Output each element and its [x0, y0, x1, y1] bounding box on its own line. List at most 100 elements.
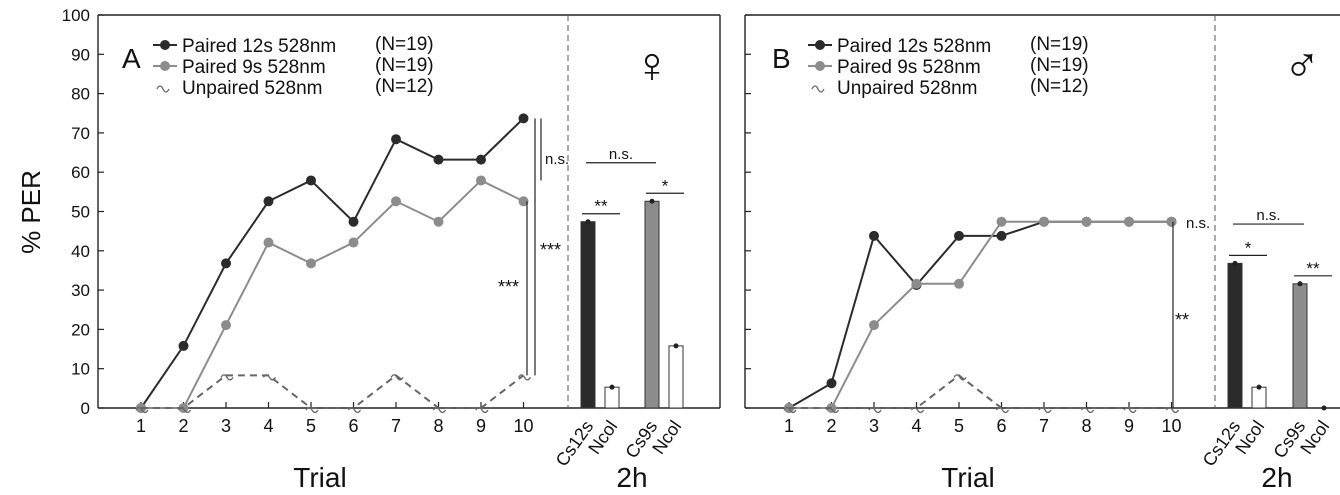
x-tick-label: 9 — [1124, 416, 1134, 436]
bar-ns-label: n.s. — [1256, 207, 1280, 224]
unpaired-marker — [390, 374, 404, 381]
y-tick-label: 0 — [81, 399, 90, 418]
unpaired-marker — [220, 374, 234, 381]
data-point — [996, 216, 1007, 227]
x-tick-label: 10 — [1161, 416, 1181, 436]
bar-ns-label: n.s. — [609, 146, 633, 163]
panel-a-bars-group-title: 2h — [616, 462, 647, 493]
bar-point — [649, 198, 655, 204]
unpaired-marker — [432, 406, 447, 414]
bar-category-label: Ncol — [1296, 417, 1333, 458]
data-point — [954, 230, 964, 241]
data-point — [954, 278, 964, 289]
data-point — [433, 154, 444, 165]
legend-n-label: (N=19) — [1030, 55, 1089, 76]
unpaired-marker — [347, 406, 362, 414]
data-point — [996, 230, 1007, 241]
bar-significance-label: ** — [594, 197, 608, 216]
legend-label: Paired 9s 528nm — [182, 57, 326, 78]
x-tick-label: 1 — [136, 416, 146, 436]
panel-a-sex-symbol: ♀ — [633, 37, 671, 93]
data-point — [518, 113, 529, 124]
bar — [604, 386, 620, 409]
y-axis-title: % PER — [16, 170, 46, 254]
bar — [1227, 262, 1243, 409]
unpaired-marker — [783, 406, 797, 414]
data-point — [221, 320, 231, 331]
bar — [668, 345, 684, 409]
legend-marker — [811, 85, 825, 93]
x-tick-label: 1 — [784, 416, 794, 436]
significance-label: n.s. — [545, 151, 569, 168]
x-tick-label: 4 — [263, 416, 273, 436]
x-tick-label: 7 — [391, 416, 401, 436]
y-tick-label: 90 — [71, 45, 90, 64]
y-tick-label: 50 — [71, 203, 90, 222]
y-tick-label: 80 — [71, 85, 90, 104]
bar — [1251, 386, 1267, 409]
data-point — [1039, 216, 1049, 227]
x-tick-label: 5 — [954, 416, 964, 436]
x-tick-label: 8 — [1081, 416, 1091, 436]
bar-significance-label: * — [1245, 238, 1252, 257]
legend-label: Paired 9s 528nm — [837, 57, 981, 78]
x-tick-label: 6 — [996, 416, 1006, 436]
significance-label: *** — [540, 240, 561, 260]
data-point — [1166, 216, 1177, 227]
x-tick-label: 2 — [826, 416, 836, 436]
y-tick-label: 40 — [71, 242, 90, 261]
data-point — [263, 237, 274, 248]
x-tick-label: 8 — [433, 416, 443, 436]
bar-point — [673, 343, 679, 349]
legend-marker — [160, 61, 170, 71]
y-tick-label: 30 — [71, 281, 90, 300]
unpaired-marker — [305, 406, 319, 414]
y-tick-label: 100 — [62, 6, 90, 25]
panel-a-x-title: Trial — [293, 462, 346, 493]
x-tick-label: 6 — [348, 416, 358, 436]
unpaired-marker — [910, 406, 925, 414]
series-line — [789, 220, 1172, 409]
unpaired-marker — [1165, 406, 1180, 414]
bar-category-label: Ncol — [1231, 417, 1268, 458]
bar-significance-label: ** — [1306, 259, 1320, 278]
series-line — [140, 117, 525, 409]
series-line — [789, 374, 1172, 409]
legend-label: Paired 12s 528nm — [837, 36, 991, 57]
panel-b-marks: 1 2 3 4 5 6 7 8 9 10 Paired 12s 528nm (N=19) Paired … — [745, 14, 1333, 470]
panel-a-label: A — [122, 43, 141, 74]
data-point — [476, 154, 486, 165]
data-point — [1124, 216, 1134, 227]
bar-category-label: Ncol — [584, 417, 621, 458]
x-tick-label: 9 — [476, 416, 486, 436]
significance-label: *** — [498, 277, 519, 297]
bar-point — [1256, 384, 1262, 390]
x-tick-label: 5 — [306, 416, 316, 436]
unpaired-marker — [995, 406, 1010, 414]
bar-point — [1321, 405, 1327, 411]
legend-marker — [156, 85, 170, 93]
unpaired-marker — [868, 406, 882, 414]
x-tick-label: 2 — [178, 416, 188, 436]
bar-point — [1232, 260, 1238, 266]
significance-label: n.s. — [1186, 215, 1210, 232]
unpaired-marker — [825, 406, 840, 414]
bar-point — [609, 384, 615, 390]
unpaired-marker — [1080, 406, 1095, 414]
data-point — [869, 230, 879, 241]
series-line — [141, 374, 525, 409]
panel-b-label: B — [772, 43, 791, 74]
data-point — [1081, 216, 1092, 227]
bar — [644, 200, 660, 409]
unpaired-marker — [262, 374, 277, 381]
legend-n-label: (N=12) — [1030, 76, 1089, 97]
panel-b-bars-group-title: 2h — [1261, 462, 1292, 493]
data-point — [391, 134, 401, 145]
panel-b-x-title: Trial — [941, 462, 994, 493]
legend-marker — [160, 40, 170, 50]
x-tick-label: 10 — [513, 416, 533, 436]
data-point — [221, 258, 231, 269]
series-line — [141, 179, 524, 409]
data-point — [391, 196, 401, 207]
data-point — [826, 378, 837, 389]
